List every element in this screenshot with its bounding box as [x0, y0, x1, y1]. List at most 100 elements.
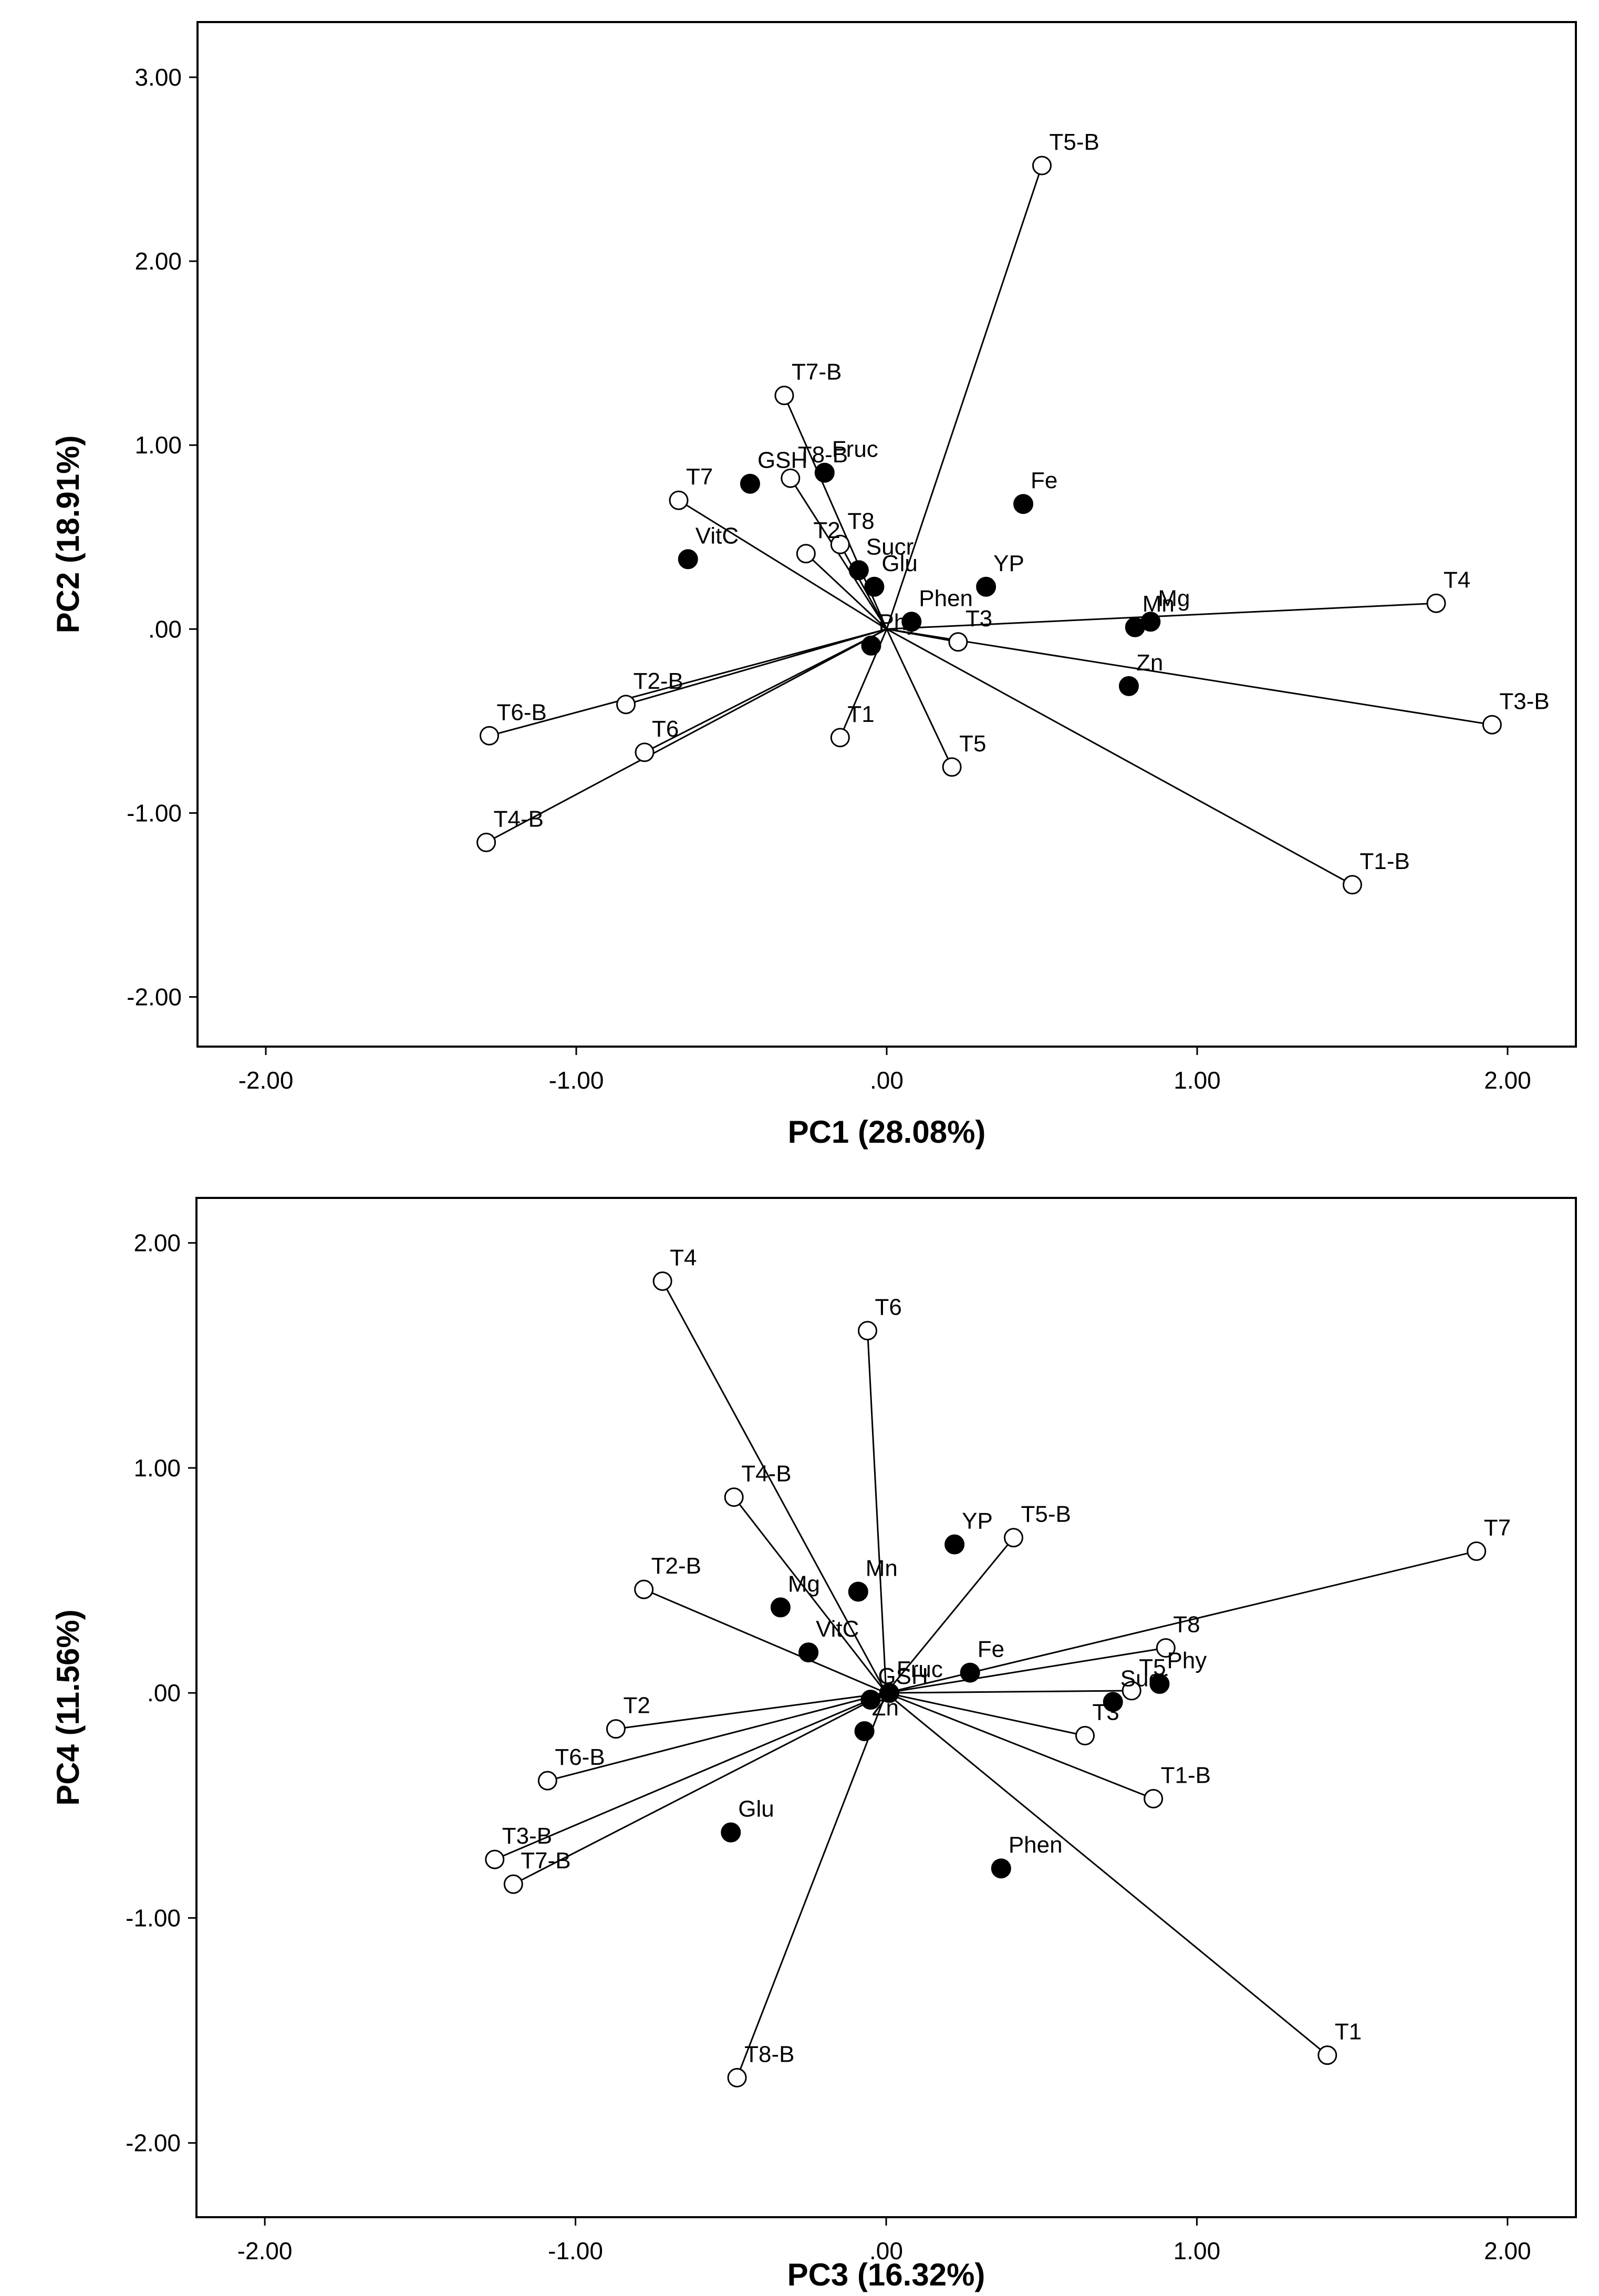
- x-tick-label: .00: [870, 1067, 904, 1094]
- y-axis-title: PC4 (11.56%): [50, 1609, 86, 1806]
- variable-point-fe: [1013, 494, 1034, 514]
- variable-point-zn: [1118, 676, 1139, 696]
- vector-t3-b: [494, 1692, 887, 1860]
- point-label-fe: Fe: [978, 1637, 1004, 1662]
- point-label-t2: T2: [813, 518, 840, 543]
- biplot-pc1-pc2: -2.00 -1.00 .00 1.00 2.00 -2.00 -1.00 .00 1.00 2.…: [50, 21, 1577, 1150]
- vector-t6: [644, 628, 887, 753]
- point-label-fe: Fe: [1031, 468, 1057, 493]
- vector-t4: [661, 1280, 887, 1693]
- point-label-t1-b: T1-B: [1359, 849, 1409, 874]
- y-tick-label: -2.00: [126, 2129, 181, 2157]
- point-label-t7: T7: [686, 464, 713, 490]
- treatment-point-t7: [669, 490, 689, 510]
- vector-t3: [886, 1692, 1085, 1736]
- point-label-glu: Glu: [738, 1796, 774, 1822]
- point-label-t4-b: T4-B: [494, 806, 544, 832]
- point-label-t7-b: T7-B: [521, 1848, 570, 1874]
- variable-point-gsh: [860, 1690, 881, 1710]
- treatment-point-t7-b: [774, 386, 794, 406]
- point-label-phy: Phy: [878, 609, 918, 635]
- vector-t6: [867, 1330, 887, 1693]
- point-label-phen: Phen: [1009, 1832, 1063, 1858]
- point-label-t2-b: T2-B: [634, 668, 683, 694]
- point-label-mg: Mg: [788, 1571, 820, 1597]
- treatment-point-t4-b: [476, 832, 496, 852]
- point-label-zn: Zn: [1136, 650, 1163, 676]
- point-label-mn: Mn: [866, 1555, 898, 1581]
- vector-t8: [886, 1647, 1166, 1694]
- point-label-t3-b: T3-B: [1499, 688, 1549, 714]
- treatment-point-t1-b: [1342, 875, 1362, 895]
- y-tick-label: .00: [147, 1679, 181, 1707]
- vector-t7-b: [513, 1692, 887, 1885]
- variable-point-mn: [848, 1581, 868, 1602]
- point-label-t4: T4: [1444, 567, 1470, 593]
- vector-t5-b: [886, 165, 1043, 629]
- y-tick-label: 2.00: [133, 1229, 181, 1257]
- point-label-vitc: VitC: [695, 523, 739, 549]
- treatment-point-t5-b: [1003, 1528, 1023, 1548]
- vector-t4: [886, 602, 1437, 630]
- x-tick-label: 1.00: [1174, 1067, 1221, 1094]
- point-label-t4-b: T4-B: [741, 1461, 791, 1487]
- vector-t2-b: [643, 1588, 887, 1694]
- variable-point-glu: [721, 1822, 741, 1843]
- y-tick-label: -1.00: [126, 1904, 181, 1931]
- point-label-t8-b: T8-B: [744, 2041, 794, 2067]
- x-tick-label: -2.00: [237, 2237, 293, 2264]
- vector-t7: [678, 499, 887, 630]
- x-tick-label: 1.00: [1174, 2237, 1221, 2264]
- variable-point-mg: [770, 1597, 791, 1618]
- variable-point-sucr: [848, 560, 869, 581]
- variable-point-fe: [960, 1662, 980, 1683]
- point-label-phen: Phen: [919, 585, 973, 611]
- point-label-t3: T3: [965, 606, 992, 632]
- variable-point-vitc: [678, 549, 698, 570]
- point-label-fruc: Fruc: [832, 437, 878, 462]
- point-label-t6-b: T6-B: [555, 1744, 605, 1770]
- vector-t5-b: [885, 1537, 1014, 1694]
- vector-t2-b: [626, 628, 887, 706]
- vector-t2: [616, 1692, 887, 1730]
- variable-point-phy: [861, 635, 881, 656]
- variable-point-gsh: [740, 473, 760, 494]
- point-label-t5: T5: [959, 731, 986, 757]
- variable-point-zn: [854, 1721, 875, 1741]
- treatment-point-t8: [830, 534, 850, 554]
- treatment-point-t4-b: [724, 1487, 744, 1507]
- point-label-t1: T1: [1335, 2019, 1362, 2045]
- vector-t4-b: [733, 1496, 887, 1694]
- x-tick-label: 2.00: [1484, 2237, 1531, 2264]
- x-tick-label: .00: [869, 2237, 903, 2264]
- variable-point-phen: [991, 1858, 1011, 1879]
- x-axis-title: PC3 (16.32%): [787, 2257, 985, 2292]
- treatment-point-t3-b: [485, 1849, 505, 1869]
- y-tick-label: .00: [148, 615, 182, 643]
- vector-t3-b: [886, 628, 1492, 726]
- point-label-t6: T6: [875, 1295, 902, 1320]
- y-tick-label: 2.00: [134, 247, 182, 275]
- treatment-point-t1: [830, 728, 850, 748]
- vector-t1: [886, 1692, 1328, 2056]
- treatment-point-t6: [635, 742, 655, 762]
- treatment-point-t1: [1317, 2045, 1337, 2065]
- treatment-point-t7: [1467, 1541, 1487, 1561]
- x-tick-label: -1.00: [548, 2237, 603, 2264]
- point-label-t5-b: T5-B: [1049, 129, 1099, 155]
- vector-t1-b: [886, 628, 1353, 886]
- treatment-point-t2: [606, 1719, 626, 1739]
- point-label-fruc: Fruc: [897, 1657, 943, 1682]
- point-label-yp: YP: [993, 551, 1024, 576]
- variable-point-glu: [864, 576, 885, 597]
- y-axis-title: PC2 (18.91%): [50, 436, 86, 634]
- x-tick-label: -2.00: [238, 1067, 294, 1094]
- vector-t7: [886, 1550, 1477, 1694]
- point-label-t6: T6: [652, 716, 679, 742]
- treatment-point-t3: [1075, 1726, 1095, 1746]
- variable-point-yp: [976, 576, 996, 597]
- biplot-pc3-pc4: -2.00 -1.00 .00 1.00 2.00 -2.00 -1.00 .00 1.00 2.…: [50, 1197, 1577, 2292]
- vector-t8: [839, 544, 888, 630]
- treatment-point-t5: [942, 757, 962, 777]
